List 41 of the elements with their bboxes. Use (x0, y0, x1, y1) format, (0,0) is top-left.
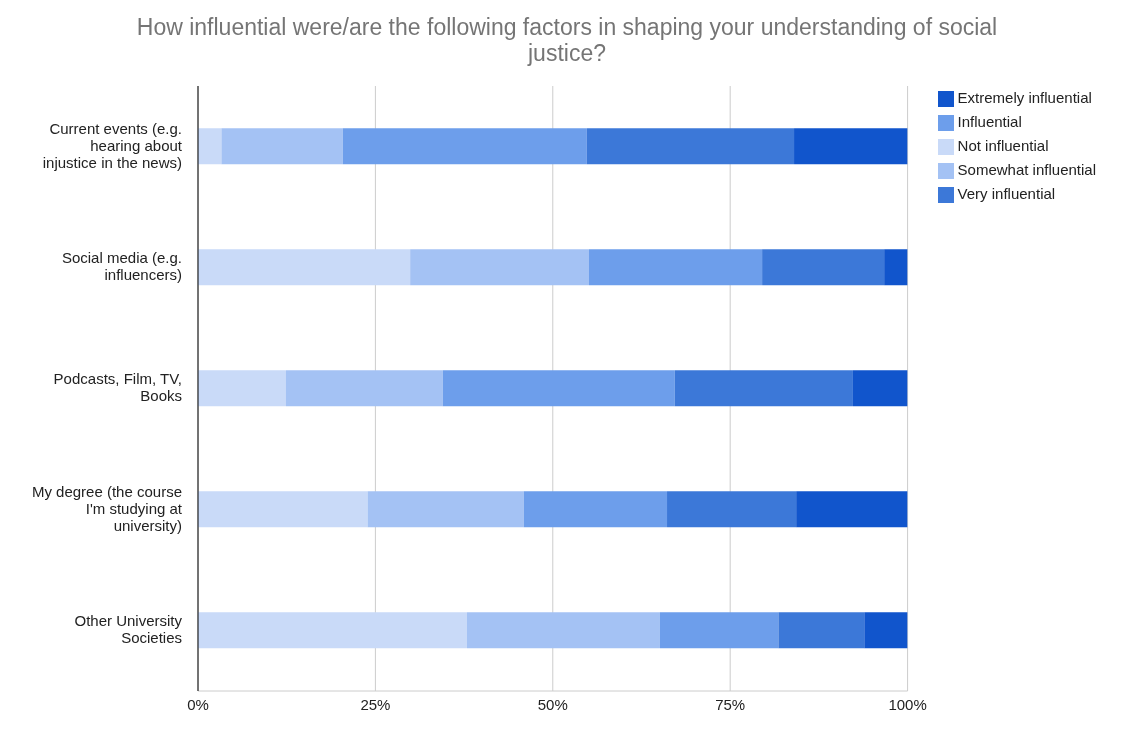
bar (586, 128, 795, 165)
bar (864, 612, 908, 649)
bar (884, 249, 908, 286)
bar (442, 370, 675, 407)
legend-label: Somewhat influential (957, 161, 1096, 178)
y-tick-label: Podcasts, Film, TV, Books (53, 369, 182, 404)
legend-label: Influential (957, 113, 1022, 130)
y-tick-label: Current events (e.g. hearing about injustice in the news) (42, 119, 183, 171)
bar (523, 491, 668, 528)
bar (659, 612, 779, 649)
bar (367, 491, 524, 528)
bar (796, 491, 908, 528)
bar (342, 128, 587, 165)
bar (198, 249, 411, 286)
legend-label: Very influential (957, 185, 1056, 202)
bar (221, 128, 343, 165)
bar (778, 612, 865, 649)
y-tick-label: Social media (e.g. influencers) (61, 248, 182, 283)
bar (674, 370, 853, 407)
x-tick-label: 0% (187, 695, 209, 713)
legend-label: Extremely influential (957, 89, 1092, 106)
bar (466, 612, 660, 649)
bar (285, 370, 443, 407)
bar (410, 249, 589, 286)
bar (667, 491, 797, 528)
y-tick-label: My degree (the course I'm studying at university) (31, 482, 183, 534)
x-tick-label: 50% (537, 695, 568, 713)
chart-title: How influential were/are the following factors in shaping your understanding of social justice? (135, 13, 999, 66)
x-tick-label: 75% (715, 695, 746, 713)
bar (794, 128, 908, 165)
x-tick-label: 25% (360, 695, 391, 713)
legend-label: Not influential (957, 137, 1049, 154)
bar (762, 249, 885, 286)
x-tick-label: 100% (888, 695, 927, 713)
bar (198, 128, 222, 165)
bar (198, 612, 467, 649)
bar (852, 370, 908, 407)
bar (198, 491, 368, 528)
bar (588, 249, 763, 286)
bar (198, 370, 286, 407)
y-tick-label: Other University Societies (74, 611, 183, 646)
